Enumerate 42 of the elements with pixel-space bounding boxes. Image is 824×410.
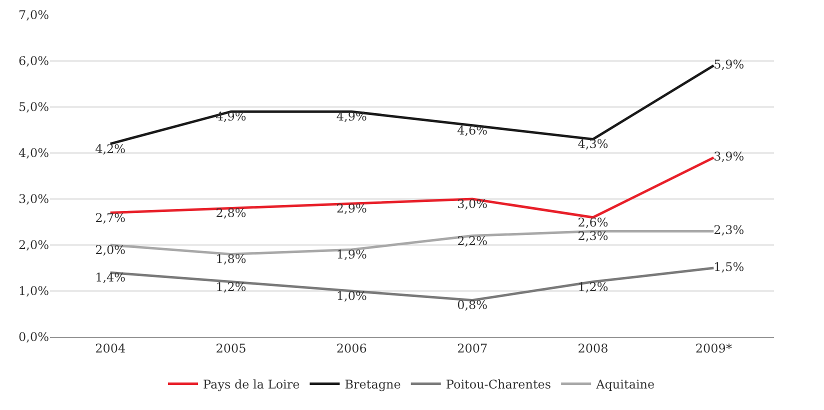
x-tick-label: 2004 bbox=[95, 341, 126, 356]
y-tick-label: 5,0% bbox=[18, 100, 49, 114]
y-tick-label: 4,0% bbox=[18, 146, 49, 160]
data-label: 2,6% bbox=[578, 215, 608, 230]
data-label: 0,8% bbox=[457, 298, 488, 312]
data-label: 2,3% bbox=[578, 229, 608, 244]
data-label: 2,2% bbox=[457, 234, 488, 248]
legend-label: Pays de la Loire bbox=[203, 377, 300, 392]
x-tick-label: 2009* bbox=[695, 341, 732, 356]
data-label: 4,9% bbox=[216, 110, 246, 124]
data-label: 1,9% bbox=[336, 248, 367, 262]
data-label: 1,2% bbox=[578, 280, 608, 294]
data-label: 1,5% bbox=[714, 260, 744, 274]
x-tick-label: 2005 bbox=[216, 341, 246, 356]
data-label: 4,9% bbox=[336, 110, 367, 124]
legend-label: Bretagne bbox=[344, 377, 401, 392]
data-label: 4,2% bbox=[95, 142, 126, 156]
data-label: 3,0% bbox=[457, 197, 488, 211]
x-tick-label: 2006 bbox=[336, 341, 367, 356]
data-label: 1,0% bbox=[336, 289, 367, 303]
data-label: 2,0% bbox=[95, 243, 126, 257]
data-label: 5,9% bbox=[714, 58, 744, 72]
data-label: 1,4% bbox=[95, 270, 126, 285]
x-tick-label: 2008 bbox=[578, 341, 608, 356]
legend-label: Aquitaine bbox=[595, 377, 655, 392]
data-label: 1,2% bbox=[216, 280, 246, 294]
y-tick-label: 7,0% bbox=[18, 8, 49, 22]
y-tick-label: 2,0% bbox=[18, 238, 49, 252]
y-tick-label: 0,0% bbox=[18, 330, 49, 344]
y-tick-label: 1,0% bbox=[18, 284, 49, 298]
data-label: 2,9% bbox=[336, 202, 367, 216]
data-label: 1,8% bbox=[216, 252, 246, 266]
data-label: 4,3% bbox=[578, 137, 608, 152]
y-tick-label: 6,0% bbox=[18, 54, 49, 68]
data-label: 2,3% bbox=[714, 223, 744, 238]
legend-label: Poitou-Charentes bbox=[446, 377, 552, 392]
data-label: 3,9% bbox=[714, 150, 744, 164]
y-tick-label: 3,0% bbox=[18, 192, 49, 206]
data-label: 2,7% bbox=[95, 210, 126, 225]
data-label: 2,8% bbox=[216, 206, 246, 220]
data-label: 4,6% bbox=[457, 123, 488, 138]
x-tick-label: 2007 bbox=[457, 341, 488, 356]
